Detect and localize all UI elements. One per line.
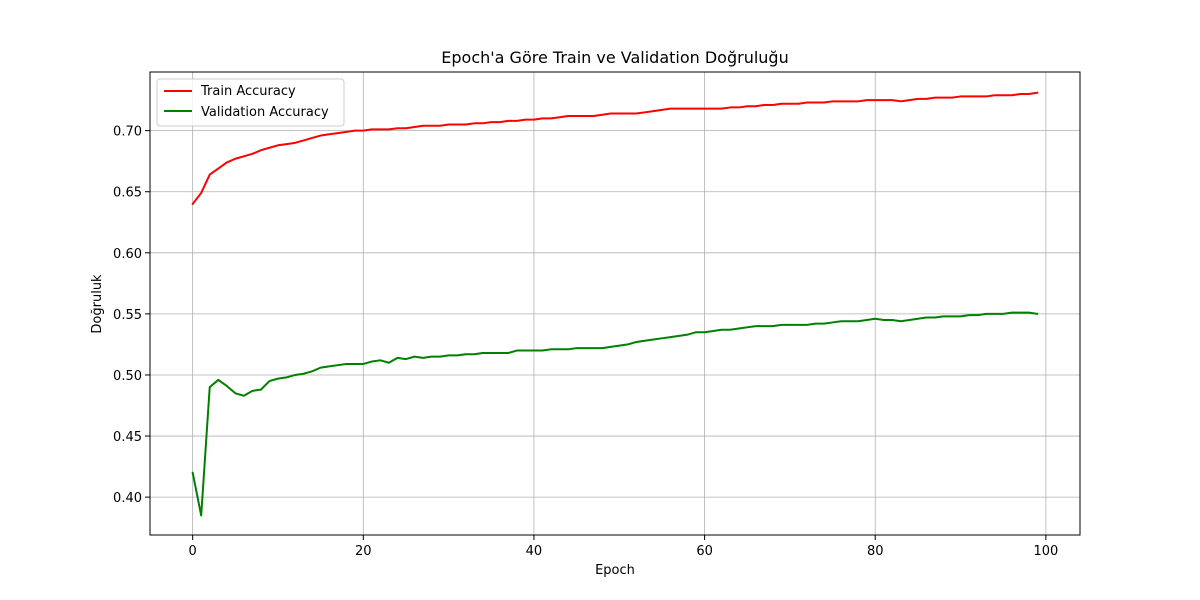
x-tick-label: 40 <box>526 544 543 559</box>
y-tick-label: 0.50 <box>113 369 142 384</box>
legend-label-train: Train Accuracy <box>200 84 296 99</box>
series-layer <box>191 91 1039 517</box>
x-tick-label: 0 <box>189 544 197 559</box>
legend-box <box>156 78 345 127</box>
y-tick-label: 0.55 <box>113 308 142 323</box>
y-tick-label: 0.40 <box>113 491 142 506</box>
legend: Train Accuracy Validation Accuracy <box>156 78 345 127</box>
y-tick-label: 0.70 <box>113 125 142 140</box>
grid-lines <box>150 72 1080 535</box>
x-tick-label: 100 <box>1033 544 1058 559</box>
chart-title: Epoch'a Göre Train ve Validation Doğrulu… <box>441 48 788 67</box>
plot-frame <box>149 71 1081 536</box>
y-axis-label: Doğruluk <box>90 274 105 334</box>
series-line-validation-accuracy <box>191 311 1039 517</box>
x-tick-label: 60 <box>696 544 713 559</box>
y-tick-label: 0.60 <box>113 247 142 262</box>
x-axis-label: Epoch <box>595 563 635 578</box>
x-tick-label: 80 <box>867 544 884 559</box>
series-line-train-accuracy <box>191 91 1039 205</box>
legend-label-validation: Validation Accuracy <box>201 105 329 120</box>
axis-ticks: 0 20 40 60 80 100 0.40 0.45 0.50 0.55 0.60 0.65 0.70 <box>113 125 1058 559</box>
y-tick-label: 0.45 <box>113 430 142 445</box>
y-tick-label: 0.65 <box>113 186 142 201</box>
x-tick-label: 20 <box>355 544 372 559</box>
